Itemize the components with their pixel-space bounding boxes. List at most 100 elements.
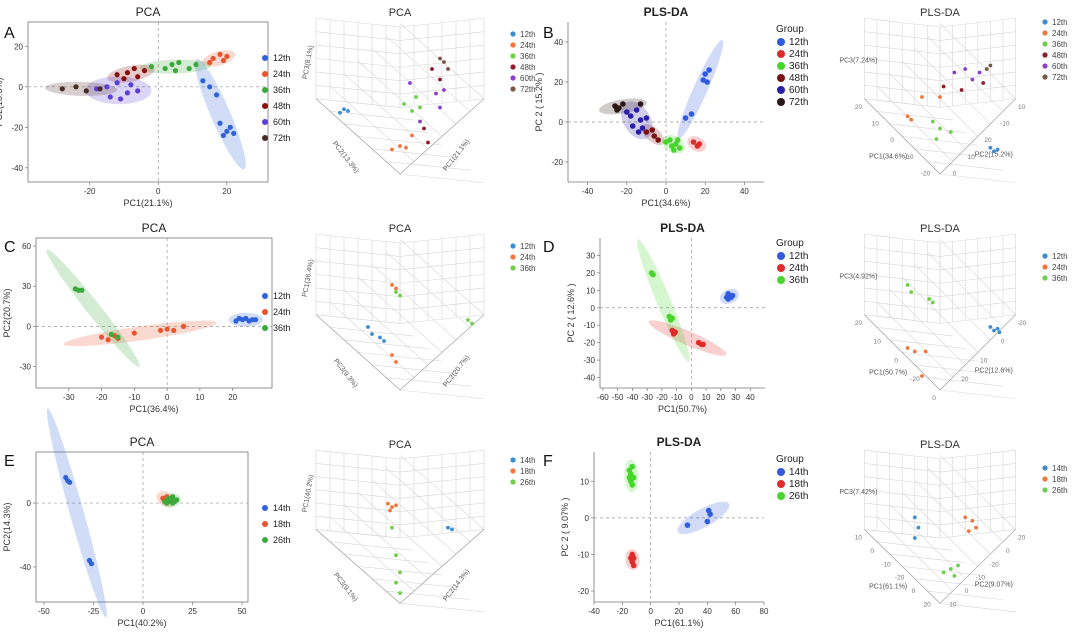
point-24th (98, 334, 105, 340)
point3d-24th (398, 144, 402, 148)
grid-line (939, 17, 1016, 28)
legend-marker-18th (262, 521, 268, 527)
legend3d-marker-60th (510, 75, 516, 81)
legend-marker-12th (777, 38, 785, 46)
point-72th (620, 101, 626, 107)
x-axis-label: PC1(50.7%) (658, 404, 707, 414)
x-axis-label: PC1(34.6%) (641, 198, 690, 208)
point3d-24th (912, 349, 917, 354)
legend3d-marker-18th (1042, 476, 1048, 482)
grid-line (889, 339, 966, 349)
grid-line (315, 247, 401, 257)
point-36th (193, 61, 199, 68)
y-axis-label: PC2(13.3%) (0, 77, 4, 126)
grid-line (399, 31, 485, 41)
confidence-ellipse-12th (677, 40, 724, 140)
axis-edge (315, 98, 485, 175)
grid-line (399, 389, 485, 400)
grid-line (889, 123, 966, 133)
point-72th (83, 88, 89, 94)
panel-letter-D: D (543, 239, 555, 256)
point-36th (671, 147, 677, 153)
legend3d-label-36th: 36th (520, 264, 536, 273)
chart-C-2d: PCA -30 -20 -10 0 10 20 -30 0 30 60 PC1(36.4%) PC2(2… (2, 221, 291, 414)
point-36th (186, 65, 192, 72)
point3d-24th (938, 95, 942, 99)
axis3d-tick-label: 10 (980, 357, 988, 364)
point3d-18th (963, 515, 968, 520)
axis3d-label: PC3(9.3%) (332, 358, 359, 389)
chart3d-title: PLS-DA (920, 439, 960, 451)
point-36th (169, 61, 175, 68)
legend-label-36th: 36th (789, 61, 808, 72)
confidence-ellipse-14th (677, 501, 730, 535)
y-tick-label: 20 (554, 78, 563, 87)
point-24th (105, 337, 111, 343)
point-60th (117, 96, 124, 102)
point3d-12th (995, 326, 1000, 331)
point-24th (180, 323, 187, 329)
point3d-26th (394, 580, 398, 585)
axis3d-tick-label: 20 (984, 137, 992, 144)
x-axis-label: PC1(40.2%) (117, 618, 166, 628)
grid-line (399, 247, 485, 257)
chart3d-title: PLS-DA (920, 223, 960, 235)
panel-letter-C: C (4, 239, 16, 256)
point-12th (729, 292, 736, 299)
legend3d-label-12th: 12th (1052, 18, 1068, 27)
x-tick-label: 20 (228, 393, 237, 402)
chart3d-title: PLS-DA (920, 7, 960, 19)
chart3d-C-3d: PCA PC3(9.3%) PC2(20.7%) PC1(36.4%) 12th 24th… (302, 223, 536, 400)
point-24th (207, 59, 213, 66)
chart-title: PLS-DA (657, 435, 702, 449)
point-24th (171, 327, 177, 334)
point3d-36th (934, 137, 939, 141)
point3d-12th (995, 147, 1000, 152)
y-tick-label: 0 (27, 499, 32, 508)
point3d-12th (338, 110, 342, 115)
point3d-60th (970, 77, 975, 82)
confidence-ellipse-60th (85, 76, 152, 105)
point-72th (59, 86, 65, 92)
axis3d-tick-label: 0 (932, 395, 936, 402)
grid-line (939, 449, 1016, 460)
y-tick-label: 20 (586, 269, 595, 278)
grid-line (399, 603, 485, 613)
point-60th (107, 94, 113, 100)
point-60th (124, 90, 131, 96)
legend-marker-60th (262, 119, 268, 125)
grid-line (864, 449, 941, 460)
point3d-24th (410, 133, 414, 138)
axis3d-label: PC2(15.2%) (975, 151, 1013, 158)
y-tick-label: 0 (27, 322, 32, 331)
axis3d-label: PC2(13.3%) (331, 140, 360, 174)
grid-line (399, 239, 485, 315)
y-tick-label: -10 (577, 550, 589, 559)
y-tick-label: -20 (551, 158, 563, 167)
point3d-36th (394, 290, 398, 294)
legend3d-label-36th: 36th (1052, 274, 1068, 283)
point3d-24th (920, 95, 924, 99)
legend3d-marker-36th (1042, 275, 1048, 281)
grid-line (371, 364, 457, 374)
x-tick-label: 10 (195, 393, 204, 402)
point3d-12th (382, 339, 386, 343)
point-60th (629, 123, 636, 129)
chart-E-2d: PCA -50 -25 0 25 50 -40 0 PC1(40.2%) PC2(14.3%) 14… (2, 408, 291, 628)
x-tick-label: -20 (84, 187, 96, 196)
point-36th (79, 287, 85, 293)
axis3d-tick-label: -10 (904, 154, 914, 161)
legend3d-label-18th: 18th (1052, 475, 1068, 484)
point-26th (174, 497, 180, 503)
point3d-24th (394, 360, 398, 364)
x-tick-label: 0 (648, 607, 653, 616)
point3d-12th (988, 145, 993, 150)
legend3d-label-72th: 72th (520, 85, 536, 94)
grid-line (343, 553, 429, 563)
grid-line (399, 17, 485, 28)
point-48th (124, 70, 131, 76)
legend-marker-72th (777, 98, 785, 106)
chart-title: PCA (136, 5, 161, 19)
axis3d-tick-label: -20 (1017, 320, 1027, 327)
legend-marker-60th (777, 86, 785, 94)
